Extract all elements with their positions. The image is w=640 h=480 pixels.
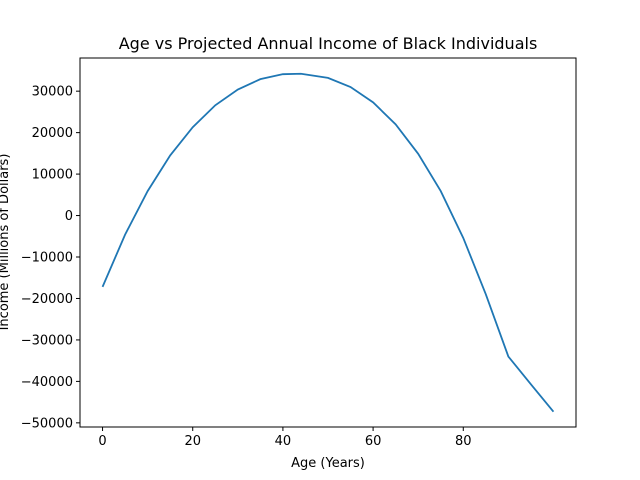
plot-area <box>80 58 576 427</box>
x-tick-label: 0 <box>98 434 106 449</box>
series-group <box>101 72 555 413</box>
y-axis-ticks: −50000 −40000 −30000 −20000 −10000 0 10000 2000… <box>21 85 80 431</box>
x-tick-label: 20 <box>184 434 201 449</box>
y-tick-label: 0 <box>65 209 73 224</box>
plot-frame <box>79 57 577 428</box>
y-axis-label: Income (Millions of Dollars) <box>0 154 12 331</box>
y-tick-label: −30000 <box>21 333 73 348</box>
y-tick-label: 20000 <box>32 126 73 141</box>
income-series-line <box>101 72 555 413</box>
y-tick-label: −10000 <box>21 251 73 266</box>
x-axis-label: Age (Years) <box>291 456 365 471</box>
x-tick-label: 60 <box>365 434 382 449</box>
x-axis-ticks: 0 20 40 60 80 <box>98 427 472 449</box>
y-tick-label: 30000 <box>32 85 73 100</box>
x-tick-label: 40 <box>275 434 292 449</box>
y-tick-label: −40000 <box>21 375 73 390</box>
chart-title: Age vs Projected Annual Income of Black … <box>119 34 538 53</box>
y-tick-label: −50000 <box>21 416 73 431</box>
x-tick-label: 80 <box>455 434 472 449</box>
y-tick-label: −20000 <box>21 292 73 307</box>
y-tick-label: 10000 <box>32 168 73 183</box>
